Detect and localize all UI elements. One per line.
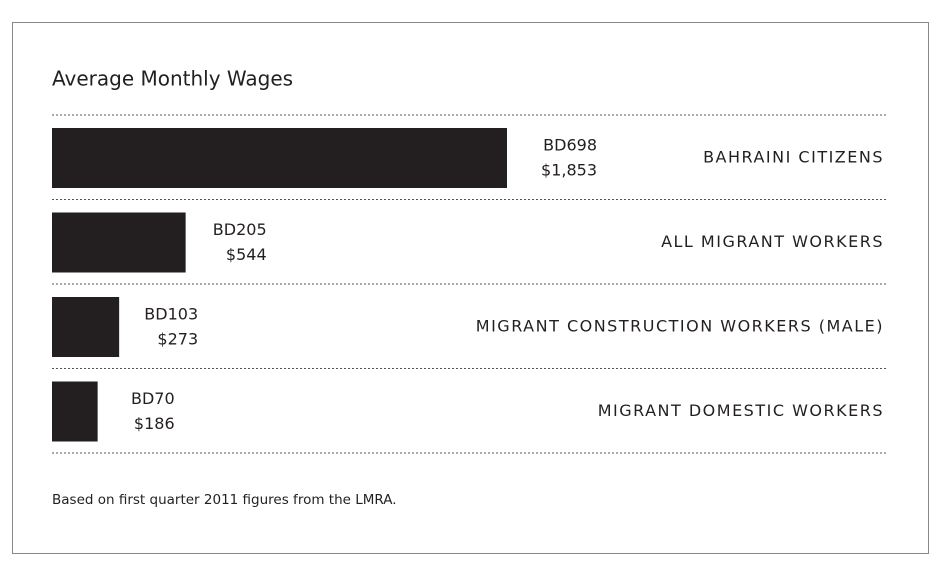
bar <box>52 128 507 188</box>
footnote: Based on first quarter 2011 figures from… <box>52 492 397 508</box>
bar <box>52 297 120 357</box>
category-label: BAHRAINI CITIZENS <box>703 148 884 167</box>
value-label: BD103 <box>144 305 198 324</box>
category-label: MIGRANT CONSTRUCTION WORKERS (MALE) <box>476 317 884 336</box>
category-label: ALL MIGRANT WORKERS <box>661 232 884 251</box>
frame <box>12 22 929 554</box>
value-label: BD205 <box>213 220 267 239</box>
chart-title: Average Monthly Wages <box>52 67 293 91</box>
usd-label: $1,853 <box>541 161 597 180</box>
category-label: MIGRANT DOMESTIC WORKERS <box>598 401 884 420</box>
usd-label: $544 <box>226 245 267 264</box>
value-label: BD698 <box>543 136 597 155</box>
usd-label: $273 <box>157 330 198 349</box>
usd-label: $186 <box>134 414 175 433</box>
bar <box>52 212 186 273</box>
value-label: BD70 <box>131 389 175 408</box>
bar <box>52 381 98 442</box>
